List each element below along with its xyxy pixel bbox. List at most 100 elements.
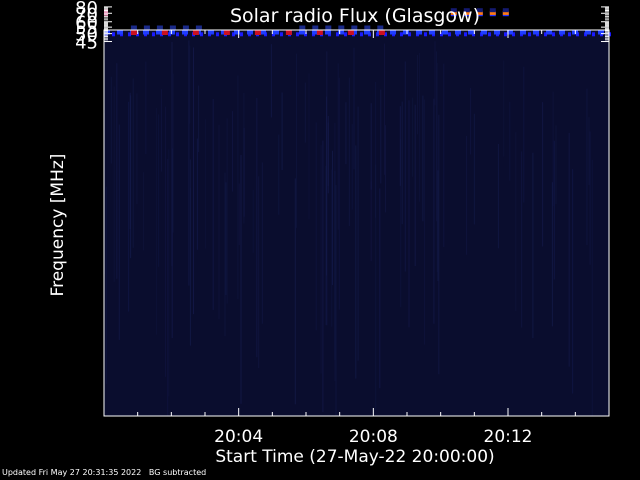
streak	[196, 138, 198, 250]
band-segment	[247, 30, 253, 35]
band-70.8mhz	[104, 9, 108, 16]
vertical-streaks	[104, 40, 593, 417]
streak	[294, 178, 296, 405]
plot-area	[104, 30, 609, 416]
x-tick-label: 20:08	[349, 427, 398, 447]
streak	[443, 63, 445, 248]
band-segment	[299, 30, 305, 35]
streak	[542, 102, 544, 247]
band-segment	[336, 32, 339, 37]
band-segment	[468, 30, 474, 35]
streak	[552, 91, 554, 207]
streak	[338, 77, 340, 310]
streak	[128, 101, 130, 312]
streak	[331, 169, 333, 327]
band-segment	[533, 30, 539, 35]
streak	[270, 44, 272, 118]
streak	[226, 118, 228, 304]
streak	[521, 151, 523, 328]
streak	[315, 122, 317, 331]
streak	[470, 88, 472, 155]
streak	[225, 182, 227, 296]
streak	[261, 162, 263, 324]
band-segment	[347, 30, 354, 35]
streak	[438, 114, 440, 375]
band-segment	[455, 30, 461, 35]
streak	[437, 170, 439, 281]
streak	[551, 182, 553, 327]
band-segment	[520, 30, 526, 35]
streak	[591, 159, 593, 417]
streak	[281, 92, 283, 170]
x-axis-label: Start Time (27-May-22 20:00:00)	[215, 447, 494, 467]
band-segment	[400, 32, 403, 37]
streak	[256, 97, 258, 358]
band-segment	[156, 25, 163, 30]
band-segment	[512, 32, 515, 37]
band-segment	[169, 25, 176, 30]
band-segment	[161, 30, 168, 35]
emission-bands	[104, 8, 611, 37]
band-70.5mhz	[450, 10, 509, 15]
band-segment	[304, 32, 307, 37]
streak	[355, 145, 357, 379]
streak	[296, 53, 297, 228]
streak	[345, 102, 347, 165]
y-tick-label: 60	[75, 13, 98, 34]
streak	[399, 106, 401, 186]
band-segment	[280, 32, 283, 37]
streak	[326, 51, 328, 326]
streak	[434, 41, 436, 106]
streak	[118, 124, 120, 340]
band-segment	[502, 8, 509, 13]
streak	[370, 103, 372, 190]
band-segment	[112, 32, 115, 37]
streak	[158, 114, 160, 267]
band-segment	[299, 25, 306, 30]
streak	[198, 85, 200, 153]
band-segment	[351, 25, 358, 30]
y-axis-label: Frequency [MHz]	[48, 154, 68, 297]
band-segment	[169, 30, 175, 35]
band-segment	[285, 30, 292, 35]
band-segment	[489, 10, 496, 15]
streak	[335, 185, 337, 416]
streak	[143, 172, 144, 251]
streak	[497, 144, 499, 249]
band-segment	[130, 30, 137, 35]
streak	[473, 113, 475, 225]
band-segment	[592, 32, 595, 37]
band-segment	[232, 32, 235, 37]
streak	[160, 89, 162, 172]
streak	[412, 97, 414, 177]
streak	[237, 75, 239, 299]
band-segment	[559, 30, 565, 35]
y-tick-label: 80	[75, 0, 98, 19]
streak	[132, 78, 134, 248]
band-segment	[384, 32, 387, 37]
streak	[212, 99, 214, 310]
band-segment	[296, 32, 299, 37]
band-segment	[156, 30, 162, 35]
streak	[588, 117, 590, 185]
band-segment	[325, 30, 331, 35]
streak	[104, 113, 106, 274]
band-segment	[260, 30, 266, 35]
streak	[408, 100, 410, 328]
streak	[243, 127, 245, 217]
band-segment	[450, 8, 457, 13]
streak	[238, 183, 240, 245]
band-segment	[143, 30, 149, 35]
streak	[172, 73, 174, 233]
streak	[589, 131, 591, 265]
streak	[379, 188, 381, 389]
streak	[167, 159, 169, 416]
band-segment	[442, 30, 448, 35]
band-segment	[408, 32, 411, 37]
band-segment	[208, 30, 214, 35]
streak	[424, 99, 425, 345]
streak	[353, 47, 355, 170]
band-segment	[416, 30, 422, 35]
streak	[240, 155, 242, 404]
